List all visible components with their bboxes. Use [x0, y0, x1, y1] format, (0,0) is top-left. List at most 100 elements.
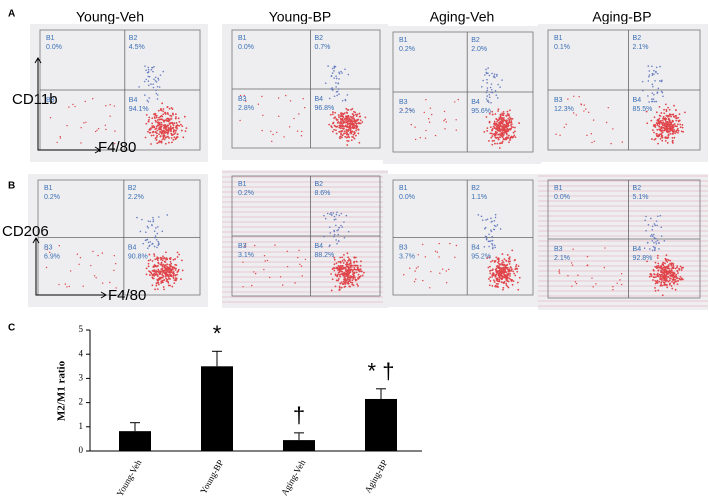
- event-dot: [651, 129, 654, 132]
- event-dot: [661, 126, 664, 129]
- event-dot: [271, 140, 273, 143]
- event-dot: [330, 75, 333, 77]
- event-dot: [153, 272, 155, 275]
- event-dot: [164, 124, 167, 127]
- event-dot: [147, 130, 149, 133]
- column-header: Young-BP: [269, 9, 332, 25]
- event-dot: [165, 131, 168, 134]
- event-dot: [422, 279, 424, 282]
- event-dot: [138, 86, 140, 88]
- event-dot: [495, 270, 498, 273]
- event-dot: [585, 108, 587, 110]
- event-dot: [364, 116, 367, 119]
- event-dot: [83, 122, 85, 124]
- axis-arrow: [35, 238, 106, 296]
- event-dot: [150, 68, 153, 71]
- event-dot: [343, 118, 346, 120]
- event-dot: [670, 262, 673, 265]
- event-dot: [509, 139, 511, 142]
- event-dot: [97, 254, 99, 257]
- event-dot: [339, 124, 342, 127]
- significance-marker: * †: [368, 359, 395, 384]
- event-dot: [575, 114, 578, 116]
- event-dot: [175, 122, 178, 124]
- event-dot: [339, 260, 342, 263]
- event-dot: [668, 283, 671, 286]
- event-dot: [502, 286, 505, 289]
- event-dot: [563, 126, 565, 128]
- event-dot: [350, 123, 353, 126]
- event-dot: [502, 114, 505, 117]
- event-dot: [491, 239, 494, 242]
- event-dot: [678, 113, 681, 115]
- event-dot: [335, 132, 338, 135]
- event-dot: [657, 264, 660, 267]
- event-dot: [675, 109, 677, 112]
- event-dot: [348, 136, 351, 139]
- event-dot: [514, 136, 517, 139]
- event-dot: [245, 243, 247, 245]
- event-dot: [441, 268, 444, 270]
- event-dot: [654, 289, 657, 292]
- event-dot: [497, 133, 499, 136]
- event-dot: [95, 277, 97, 279]
- event-dot: [167, 132, 169, 135]
- event-dot: [405, 107, 408, 109]
- event-dot: [662, 95, 664, 98]
- event-dot: [655, 242, 658, 245]
- panel-label: C: [8, 323, 15, 334]
- event-dot: [166, 106, 169, 109]
- event-dot: [154, 79, 157, 82]
- event-dot: [266, 259, 269, 262]
- event-dot: [151, 260, 154, 262]
- event-dot: [496, 278, 499, 281]
- event-dot: [653, 249, 656, 252]
- event-dot: [180, 259, 183, 262]
- event-dot: [153, 230, 156, 232]
- plot-background: [383, 26, 541, 164]
- event-dot: [494, 113, 497, 115]
- event-dot: [490, 101, 492, 104]
- event-dot: [85, 121, 87, 123]
- event-dot: [359, 122, 362, 125]
- quadrant-percent: 1.1%: [471, 194, 487, 201]
- event-dot: [48, 251, 51, 254]
- event-dot: [338, 93, 340, 95]
- event-dot: [667, 136, 670, 139]
- event-dot: [170, 132, 173, 135]
- event-dot: [502, 271, 504, 274]
- event-dot: [497, 129, 500, 132]
- event-dot: [183, 115, 186, 118]
- event-dot: [109, 115, 111, 117]
- event-dot: [664, 283, 667, 286]
- event-dot: [352, 264, 354, 267]
- event-dot: [159, 126, 162, 129]
- event-dot: [507, 123, 510, 126]
- event-dot: [324, 82, 327, 84]
- event-dot: [152, 130, 155, 133]
- event-dot: [505, 130, 508, 133]
- event-dot: [603, 266, 606, 269]
- event-dot: [505, 119, 508, 122]
- event-dot: [660, 283, 662, 286]
- event-dot: [483, 245, 486, 248]
- event-dot: [346, 261, 348, 264]
- event-dot: [331, 87, 333, 89]
- event-dot: [340, 224, 342, 227]
- event-dot: [493, 220, 496, 222]
- event-dot: [160, 264, 163, 266]
- event-dot: [507, 270, 510, 273]
- event-dot: [491, 110, 494, 113]
- event-dot: [496, 142, 499, 145]
- event-dot: [359, 264, 362, 267]
- event-dot: [495, 265, 498, 268]
- event-dot: [654, 282, 657, 285]
- event-dot: [345, 121, 348, 124]
- event-dot: [587, 111, 590, 114]
- event-dot: [174, 269, 177, 271]
- event-dot: [340, 113, 343, 116]
- event-dot: [653, 273, 655, 275]
- event-dot: [352, 277, 355, 280]
- event-dot: [154, 131, 157, 134]
